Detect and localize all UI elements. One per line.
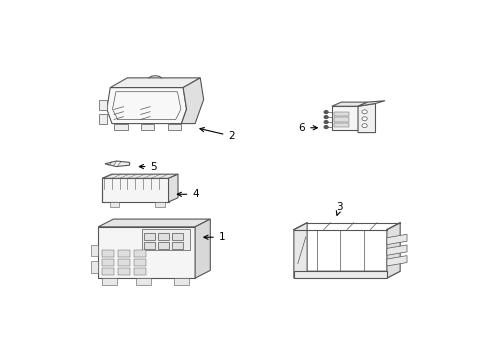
Bar (91, 245, 98, 256)
Text: 4: 4 (177, 189, 199, 199)
Polygon shape (169, 174, 178, 202)
Text: 5: 5 (139, 162, 157, 172)
Circle shape (324, 111, 328, 113)
Polygon shape (99, 100, 107, 110)
Text: 2: 2 (200, 127, 235, 141)
Circle shape (324, 126, 328, 129)
Polygon shape (181, 78, 204, 123)
Circle shape (324, 121, 328, 123)
Polygon shape (158, 233, 169, 240)
Bar (334, 117, 349, 122)
Polygon shape (98, 227, 195, 278)
Polygon shape (172, 242, 183, 248)
Polygon shape (387, 223, 400, 278)
Polygon shape (134, 269, 146, 275)
Polygon shape (102, 174, 178, 178)
Polygon shape (102, 250, 114, 257)
Polygon shape (158, 242, 169, 248)
Polygon shape (134, 259, 146, 266)
Polygon shape (102, 178, 169, 202)
Polygon shape (102, 269, 114, 275)
Polygon shape (294, 271, 387, 278)
Polygon shape (134, 250, 146, 257)
Polygon shape (105, 161, 129, 167)
Polygon shape (294, 223, 307, 278)
Text: 1: 1 (204, 232, 225, 242)
Bar (110, 202, 119, 207)
Polygon shape (98, 219, 210, 227)
FancyBboxPatch shape (174, 278, 190, 285)
Bar (91, 261, 98, 273)
FancyBboxPatch shape (136, 278, 151, 285)
Polygon shape (118, 269, 130, 275)
Polygon shape (195, 219, 210, 278)
Text: 3: 3 (336, 202, 343, 215)
Polygon shape (99, 114, 107, 123)
Circle shape (324, 116, 328, 118)
Polygon shape (144, 233, 155, 240)
Bar (334, 112, 349, 116)
Polygon shape (107, 87, 187, 123)
Polygon shape (118, 259, 130, 266)
Text: 6: 6 (298, 123, 318, 133)
Polygon shape (172, 233, 183, 240)
Polygon shape (294, 271, 400, 278)
Polygon shape (332, 106, 358, 130)
Bar (155, 202, 165, 207)
FancyBboxPatch shape (115, 123, 128, 130)
Polygon shape (102, 259, 114, 266)
Bar (334, 123, 349, 127)
Circle shape (362, 110, 367, 114)
Circle shape (362, 117, 367, 121)
Polygon shape (332, 102, 368, 106)
Polygon shape (387, 234, 407, 245)
Polygon shape (358, 101, 385, 106)
Circle shape (362, 124, 367, 127)
Polygon shape (387, 245, 407, 255)
Polygon shape (110, 78, 200, 87)
Polygon shape (144, 242, 155, 248)
Polygon shape (387, 256, 407, 266)
Polygon shape (142, 229, 190, 250)
Polygon shape (118, 250, 130, 257)
FancyBboxPatch shape (168, 123, 181, 130)
Polygon shape (358, 103, 375, 132)
FancyBboxPatch shape (141, 123, 154, 130)
FancyBboxPatch shape (102, 278, 117, 285)
